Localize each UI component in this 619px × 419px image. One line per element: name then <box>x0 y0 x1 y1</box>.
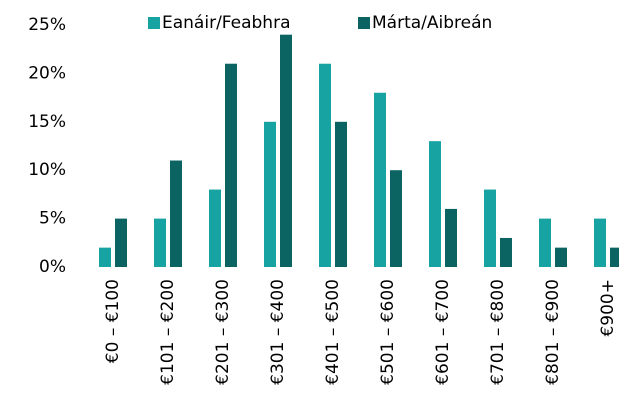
bar <box>500 237 512 267</box>
x-tick-label: €0 – €100 <box>103 279 123 363</box>
bar <box>225 63 237 267</box>
x-tick-label: €801 – €900 <box>543 279 563 385</box>
x-tick-label: €701 – €800 <box>488 279 508 385</box>
bar <box>390 170 402 267</box>
legend-swatch <box>358 17 370 29</box>
bar <box>115 218 127 267</box>
bar <box>594 218 606 267</box>
legend-label: Eanáir/Feabhra <box>162 13 291 33</box>
legend-label: Márta/Aibreán <box>372 13 492 33</box>
bar <box>170 160 182 267</box>
bar <box>610 247 619 267</box>
bar <box>335 121 347 267</box>
bar <box>555 247 567 267</box>
x-tick-label: €301 – €400 <box>268 279 288 385</box>
bar <box>319 63 331 267</box>
x-tick-label: €201 – €300 <box>213 279 233 385</box>
bar <box>154 218 166 267</box>
x-tick-label: €401 – €500 <box>323 279 343 385</box>
x-tick-label: €501 – €600 <box>378 279 398 385</box>
x-tick-label: €900+ <box>598 279 618 337</box>
y-tick-label: 25% <box>28 15 66 35</box>
y-tick-label: 5% <box>39 209 66 229</box>
bar <box>374 92 386 267</box>
y-tick-label: 15% <box>28 112 66 132</box>
bar <box>209 189 221 267</box>
x-tick-label: €601 – €700 <box>433 279 453 385</box>
bar <box>99 247 111 267</box>
legend-swatch <box>148 17 160 29</box>
bar <box>264 121 276 267</box>
bar <box>539 218 551 267</box>
y-tick-label: 0% <box>39 257 66 277</box>
bar <box>280 34 292 268</box>
bar <box>445 208 457 267</box>
x-tick-label: €101 – €200 <box>158 279 178 385</box>
y-tick-label: 10% <box>28 160 66 180</box>
bar <box>429 141 441 267</box>
y-tick-label: 20% <box>28 63 66 83</box>
bar <box>484 189 496 267</box>
